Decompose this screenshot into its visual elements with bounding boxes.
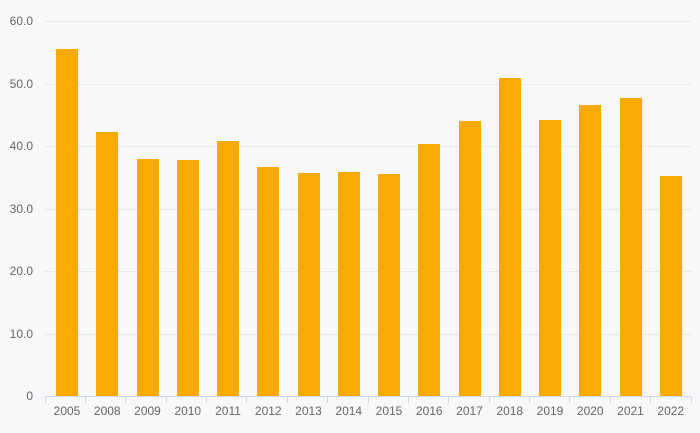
x-axis-label: 2008: [93, 404, 121, 418]
x-axis-label: 2012: [254, 404, 282, 418]
bar-2012[interactable]: [257, 167, 280, 396]
y-axis-label: 0: [26, 389, 33, 403]
x-axis-tick: [286, 397, 288, 403]
y-axis-label: 10.0: [9, 326, 33, 341]
y-gridline: [44, 21, 691, 22]
y-gridline: [44, 208, 691, 210]
x-axis-tick: [84, 397, 86, 403]
x-axis-tick: [246, 397, 248, 403]
bar-2019[interactable]: [539, 120, 561, 396]
bar-2005[interactable]: [56, 49, 78, 396]
y-axis-label: 30.0: [9, 201, 33, 216]
x-axis-label: 2020: [576, 404, 604, 418]
bar-2010[interactable]: [176, 160, 199, 396]
bar-2017[interactable]: [458, 121, 481, 396]
bar-2016[interactable]: [418, 144, 441, 396]
y-gridline: [44, 146, 691, 147]
x-axis-label: 2018: [496, 404, 524, 418]
x-axis-tick: [367, 397, 369, 403]
x-axis-line: [44, 396, 691, 397]
y-axis-label: 20.0: [9, 264, 33, 278]
x-axis-tick: [488, 397, 490, 403]
bar-2020[interactable]: [579, 105, 602, 396]
x-axis-tick: [569, 397, 571, 403]
bar-2008[interactable]: [96, 132, 119, 396]
bar-2021[interactable]: [619, 98, 642, 396]
x-axis-tick: [448, 397, 450, 403]
bar-2009[interactable]: [136, 159, 159, 396]
x-axis-tick: [44, 397, 46, 403]
bar-2014[interactable]: [337, 172, 360, 396]
x-axis-label: 2017: [456, 404, 483, 418]
x-axis-label: 2019: [536, 404, 564, 418]
x-axis-tick: [609, 397, 611, 403]
x-axis-label: 2013: [295, 404, 322, 418]
x-axis-label: 2011: [215, 404, 241, 418]
x-axis-label: 2015: [375, 404, 403, 418]
x-axis-label: 2016: [415, 404, 443, 418]
x-axis-tick: [125, 397, 127, 403]
y-gridline: [44, 271, 691, 272]
x-axis-tick: [529, 397, 530, 403]
x-axis-tick: [206, 397, 207, 403]
bar-2022[interactable]: [659, 176, 682, 396]
x-axis-label: 2021: [617, 404, 644, 418]
x-axis-label: 2005: [53, 404, 81, 418]
x-axis-label: 2009: [134, 404, 161, 418]
x-axis-label: 2014: [335, 404, 363, 418]
y-axis-label: 60.0: [9, 14, 33, 28]
bar-2013[interactable]: [297, 173, 320, 396]
x-axis-tick: [407, 397, 409, 403]
bar-2015[interactable]: [378, 174, 400, 396]
y-gridline: [44, 333, 691, 335]
y-axis-label: 40.0: [9, 139, 33, 153]
x-axis-tick: [165, 397, 167, 403]
bar-2018[interactable]: [498, 78, 521, 396]
x-axis-tick: [327, 397, 329, 403]
y-gridline: [44, 83, 691, 85]
x-axis-label: 2022: [657, 404, 685, 418]
y-axis-label: 50.0: [9, 76, 33, 91]
x-axis-label: 2010: [174, 404, 202, 418]
bar-2011[interactable]: [217, 141, 239, 396]
x-axis-tick: [650, 397, 652, 403]
x-axis-tick: [690, 397, 692, 403]
